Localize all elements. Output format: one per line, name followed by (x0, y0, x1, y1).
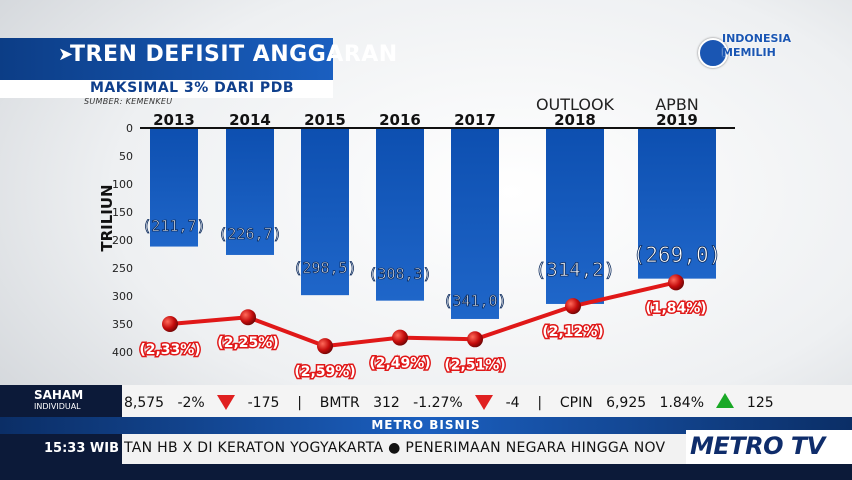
chart-subtitle: MAKSIMAL 3% DARI PDB (90, 80, 294, 96)
percent-label: (2,25%) (217, 335, 278, 351)
deficit-chart: 0 50 100 150 200 250 300 350 400 TRILIUN 2013 2014 2… (98, 95, 735, 382)
y-tick-label: 200 (112, 234, 133, 247)
down-arrow-icon (475, 395, 494, 410)
logo-line1: INDONESIA (722, 32, 792, 45)
x-tick-sublabel: OUTLOOK (536, 95, 615, 114)
bar (301, 128, 349, 296)
channel-logo: METRO TV (690, 432, 825, 460)
ticker-items: 8,575 -2% -175 | BMTR 312 -1.27% -4 | CP… (124, 393, 774, 411)
percent-point (467, 331, 483, 348)
time-box (0, 434, 122, 464)
chart-title: TREN DEFISIT ANGGARAN (70, 42, 398, 67)
ticker-pct: 1.84% (659, 395, 705, 411)
x-tick-label: 2016 (379, 111, 421, 129)
ticker-pct: -2% (177, 395, 205, 411)
ticker-value: 312 (373, 395, 400, 411)
x-tick-label: 2018 (554, 111, 596, 129)
x-tick-label: 2014 (229, 111, 271, 129)
down-arrow-icon (217, 395, 236, 410)
bar-value-label: (314,2) (535, 259, 615, 281)
bar-value-label: (308,3) (368, 265, 431, 283)
ticker-value: 6,925 (606, 395, 647, 411)
logo-line2: MEMILIH (722, 46, 776, 59)
percent-label: (2,12%) (542, 324, 603, 340)
y-tick-label: 0 (126, 122, 133, 135)
x-tick-label: 2019 (656, 111, 698, 129)
x-tick-label: 2013 (153, 111, 195, 129)
y-tick-label: 150 (112, 206, 133, 219)
bar (638, 128, 716, 279)
percent-point (565, 298, 581, 315)
percent-label: (2,49%) (369, 356, 430, 372)
clock: 15:33 WIB (44, 441, 119, 456)
ticker-label: SAHAM (34, 388, 84, 402)
logo-badge-icon (698, 38, 728, 68)
ticker-pct: -1.27% (413, 395, 463, 411)
percent-label: (1,84%) (645, 300, 706, 316)
y-tick-label: 350 (112, 318, 133, 331)
up-arrow-icon (716, 393, 735, 408)
ticker-change: 125 (746, 395, 774, 411)
percent-point (317, 338, 333, 355)
program-name: METRO BISNIS (371, 418, 481, 432)
y-axis-label: TRILIUN (98, 184, 116, 251)
percent-label: (2,33%) (139, 342, 200, 358)
ticker-code: BMTR (319, 395, 360, 411)
percent-point (162, 316, 178, 332)
y-tick-label: 300 (112, 290, 133, 303)
y-tick-label: 400 (112, 346, 133, 359)
bar-value-label: (341,0) (443, 292, 506, 310)
percent-point (392, 329, 408, 346)
bar (376, 128, 424, 301)
source-note: SUMBER: KEMENKEU (84, 97, 173, 106)
swoosh-icon: ➤ (58, 44, 74, 65)
percent-label: (2,59%) (294, 364, 355, 380)
bar-value-label: (269,0) (633, 243, 722, 267)
bar (451, 128, 499, 319)
bar-value-label: (298,5) (293, 259, 356, 277)
y-tick-label: 250 (112, 262, 133, 275)
ticker-code: CPIN (559, 395, 593, 411)
title-banner (0, 38, 333, 80)
stock-ticker (0, 385, 852, 417)
bar (226, 128, 274, 255)
news-crawl: TAN HB X DI KERATON YOGYAKARTA ● PENERIM… (124, 440, 666, 456)
subtitle-banner (0, 80, 333, 98)
percent-point (240, 309, 256, 326)
ticker-sublabel: INDIVIDUAL (34, 402, 81, 411)
ticker-label-box (0, 385, 122, 417)
election-logo: INDONESIA MEMILIH (698, 28, 808, 68)
bottom-strip (0, 464, 852, 480)
x-tick-label: 2017 (454, 111, 496, 129)
y-tick-label: 100 (112, 178, 133, 191)
ticker-change: -4 (505, 395, 520, 411)
x-tick-label: 2015 (304, 111, 346, 129)
ticker-value: 8,575 (124, 395, 165, 411)
bar (150, 128, 198, 247)
bar-value-label: (211,7) (142, 217, 205, 235)
x-tick-sublabel: APBN (655, 95, 699, 114)
program-bar (0, 417, 852, 434)
y-tick-label: 50 (119, 150, 133, 163)
ticker-change: -175 (247, 395, 280, 411)
percent-label: (2,51%) (444, 357, 505, 373)
bar-value-label: (226,7) (218, 225, 281, 243)
percent-point (668, 274, 684, 291)
bar (546, 128, 604, 304)
channel-box (686, 430, 852, 464)
